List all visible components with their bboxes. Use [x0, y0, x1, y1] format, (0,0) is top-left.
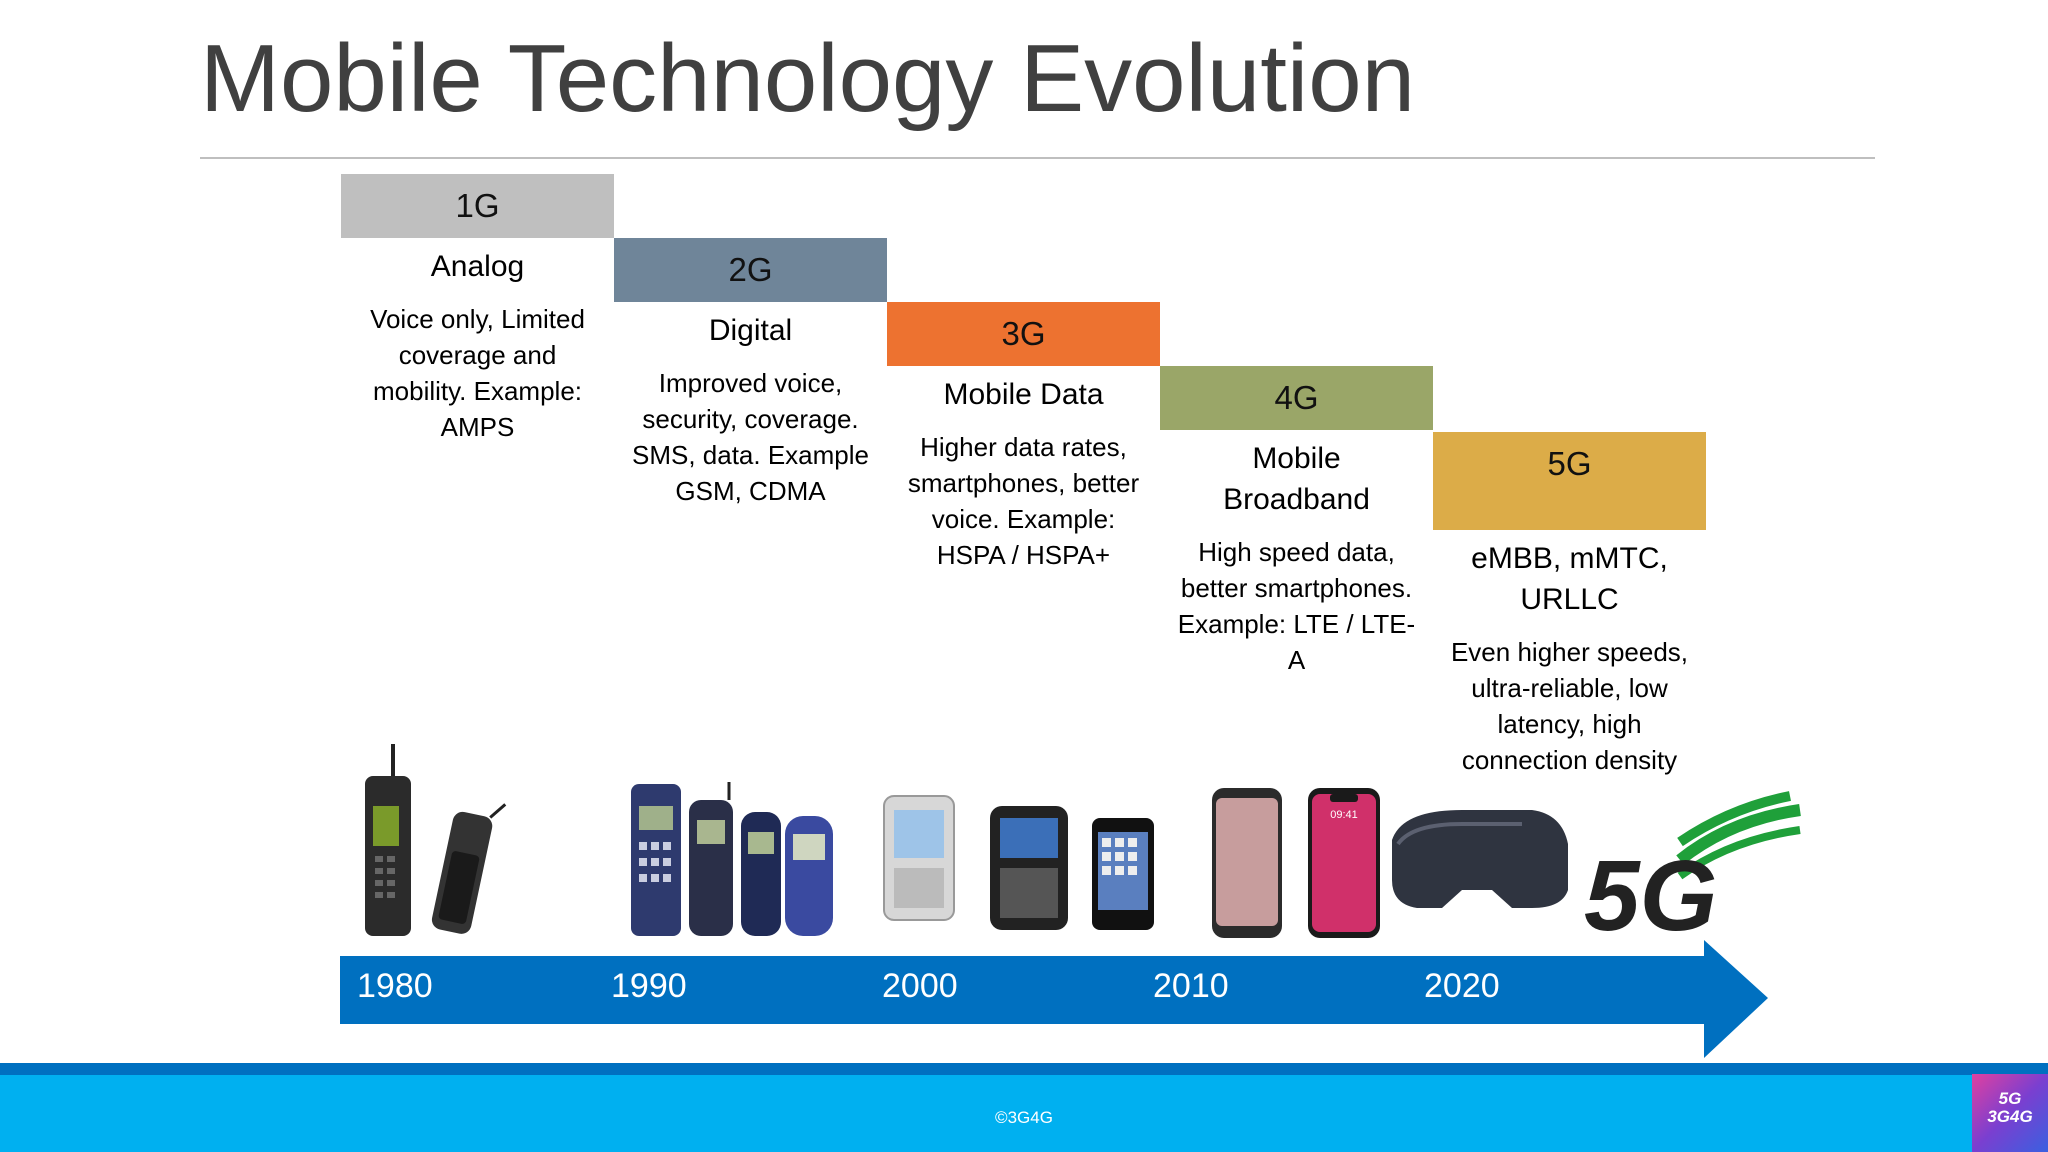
generation-desc: Even higher speeds, ultra-reliable, low … [1450, 637, 1689, 775]
footer-bar [0, 1063, 2048, 1152]
phones-3g-image [883, 795, 1154, 930]
badge-2g: 2G [614, 238, 887, 302]
generation-3g: 3G Mobile Data Higher data rates, smartp… [887, 302, 1160, 573]
page-title: Mobile Technology Evolution [200, 25, 1415, 132]
logo-5g-image: 5G [1584, 791, 1801, 940]
generation-4g: 4G Mobile Broadband High speed data, bet… [1160, 366, 1433, 678]
copyright-text: ©3G4G [995, 1108, 1053, 1127]
timeline-arrow [340, 940, 1768, 1058]
footer-stripe [0, 1063, 2048, 1075]
phones-2g-image [631, 782, 833, 936]
badge-1g: 1G [341, 174, 614, 238]
3g4g-logo: 5G 3G4G [1972, 1074, 2048, 1152]
generation-name: Mobile Broadband [1223, 442, 1370, 516]
generation-desc: Improved voice, security, coverage. SMS,… [632, 368, 869, 506]
logo-bottom-text: 3G4G [1987, 1107, 2033, 1126]
logo-5g-text: 5G [1584, 840, 1717, 940]
generation-5g: 5G eMBB, mMTC, URLLC Even higher speeds,… [1433, 432, 1706, 778]
generation-name: Mobile Data [943, 378, 1104, 411]
vr-headset-image [1392, 810, 1568, 908]
year-label: 2000 [882, 967, 958, 1005]
generation-desc: Higher data rates, smartphones, better v… [907, 432, 1140, 570]
logo-top-text: 5G [1998, 1089, 2022, 1108]
year-label: 1980 [357, 967, 433, 1005]
phones-1g-image [365, 744, 507, 936]
badge-3g: 3G [887, 302, 1160, 366]
generation-name: Analog [430, 250, 525, 283]
year-label: 2010 [1153, 967, 1229, 1005]
svg-text:09:41: 09:41 [1330, 809, 1358, 821]
year-label: 1990 [611, 967, 687, 1005]
badge-5g: 5G [1433, 432, 1706, 530]
badge-4g: 4G [1160, 366, 1433, 430]
generation-2g: 2G Digital Improved voice, security, cov… [614, 238, 887, 509]
phones-4g-image: 09:41 [1212, 788, 1380, 938]
generation-desc: Voice only, Limited coverage and mobilit… [370, 304, 585, 442]
generation-name: Digital [708, 314, 793, 347]
generation-name: eMBB, mMTC, URLLC [1471, 542, 1668, 616]
year-label: 2020 [1424, 967, 1500, 1005]
generation-desc: High speed data, better smartphones. Exa… [1177, 537, 1416, 675]
generation-1g: 1G Analog Voice only, Limited coverage a… [341, 174, 614, 445]
title-divider [200, 157, 1875, 159]
